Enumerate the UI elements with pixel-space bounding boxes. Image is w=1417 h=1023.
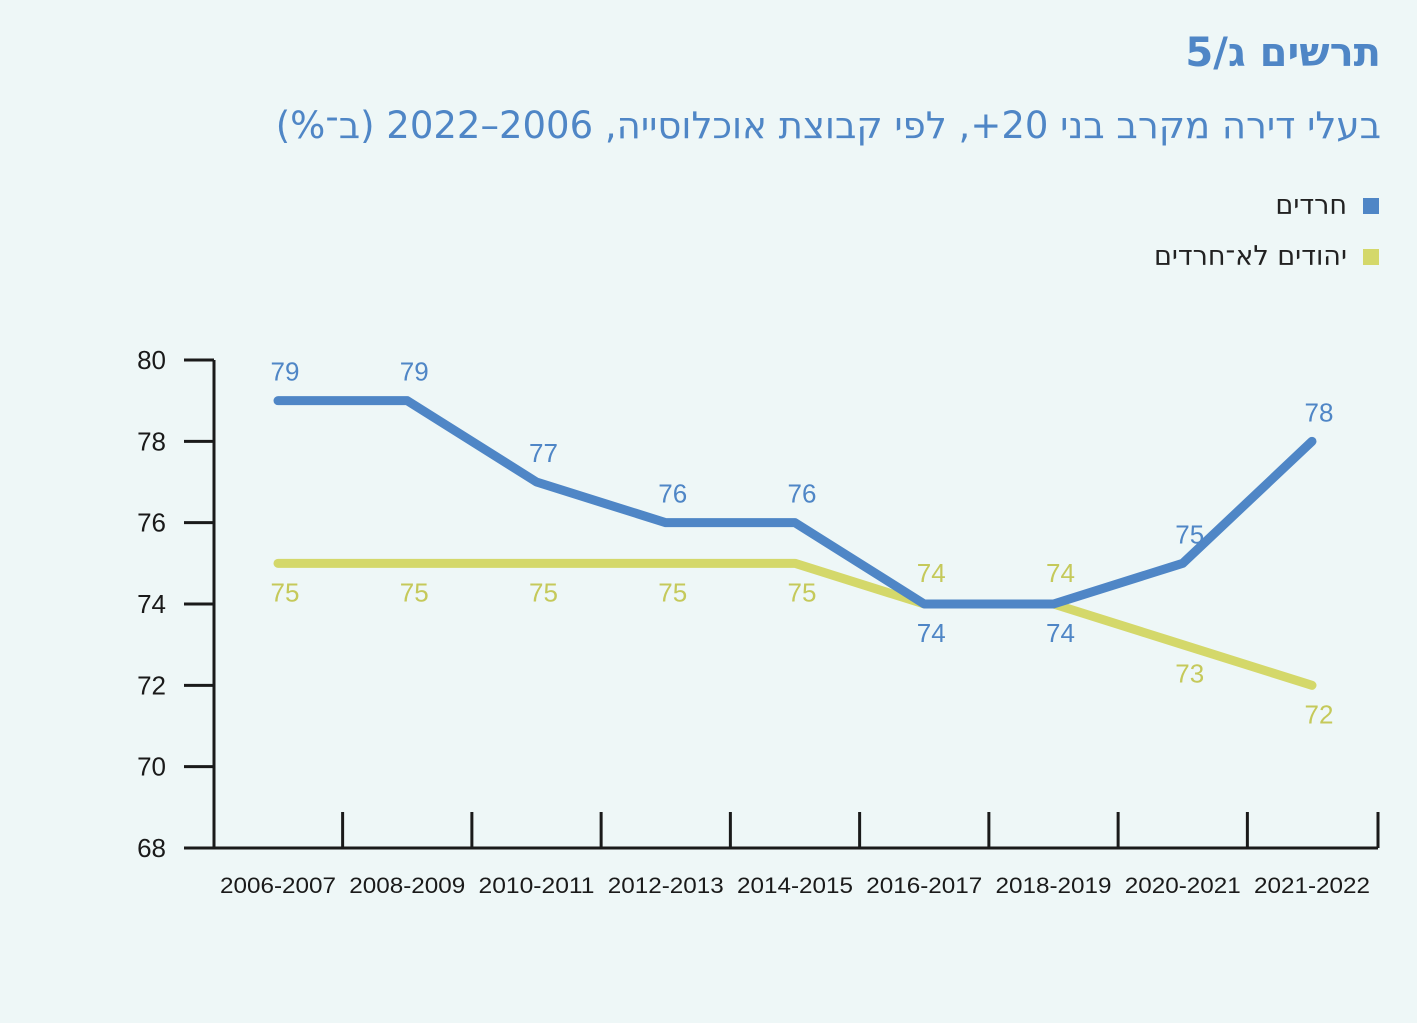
legend-swatch-haredim xyxy=(1363,197,1379,214)
legend-label-haredim: חרדים xyxy=(1275,190,1347,221)
legend-item-non-haredi-jews: יהודים לא־חרדים xyxy=(1154,241,1379,272)
y-tick-label-76: 76 xyxy=(137,508,166,538)
x-tick-label-2008-2009: 2008-2009 xyxy=(349,873,465,898)
x-tick-label-2012-2013: 2012-2013 xyxy=(608,873,724,898)
data-label-haredim-2018-2019: 74 xyxy=(1046,618,1075,648)
x-tick-label-2018-2019: 2018-2019 xyxy=(996,873,1112,898)
figure-label: תרשים ג/5 xyxy=(1185,30,1381,76)
data-label-haredim-2016-2017: 74 xyxy=(917,618,946,648)
x-tick-label-2014-2015: 2014-2015 xyxy=(737,873,853,898)
x-tick-label-2020-2021: 2020-2021 xyxy=(1125,873,1241,898)
data-label-non-haredi-jews-2008-2009: 75 xyxy=(400,577,429,607)
x-tick-label-2010-2011: 2010-2011 xyxy=(479,873,595,898)
x-tick-label-2016-2017: 2016-2017 xyxy=(866,873,982,898)
y-tick-label-70: 70 xyxy=(137,752,166,782)
data-label-haredim-2021-2022: 78 xyxy=(1305,397,1334,427)
x-tick-label-2021-2022: 2021-2022 xyxy=(1254,873,1370,898)
data-label-non-haredi-jews-2006-2007: 75 xyxy=(271,577,300,607)
data-label-haredim-2014-2015: 76 xyxy=(788,479,817,509)
legend-swatch-non-haredi-jews xyxy=(1363,248,1379,265)
legend-label-non-haredi-jews: יהודים לא־חרדים xyxy=(1153,241,1347,272)
data-label-non-haredi-jews-2018-2019: 74 xyxy=(1046,558,1075,588)
data-label-non-haredi-jews-2010-2011: 75 xyxy=(529,577,558,607)
data-label-haredim-2010-2011: 77 xyxy=(529,438,558,468)
y-tick-label-72: 72 xyxy=(137,670,166,700)
data-label-non-haredi-jews-2021-2022: 72 xyxy=(1305,699,1334,729)
series-line-haredim xyxy=(273,396,1317,609)
data-label-non-haredi-jews-2016-2017: 74 xyxy=(917,558,946,588)
x-tick-label-2006-2007: 2006-2007 xyxy=(220,873,336,898)
series-line-non-haredi-jews xyxy=(273,558,1317,690)
data-label-non-haredi-jews-2020-2021: 73 xyxy=(1175,659,1204,689)
data-label-haredim-2020-2021: 75 xyxy=(1175,519,1204,549)
data-label-haredim-2012-2013: 76 xyxy=(658,479,687,509)
data-label-haredim-2008-2009: 79 xyxy=(400,357,429,387)
chart-title: בעלי דירה מקרב בני 20+, לפי קבוצת אוכלוס… xyxy=(275,104,1381,147)
legend-item-haredim: חרדים xyxy=(1275,190,1379,221)
data-label-non-haredi-jews-2012-2013: 75 xyxy=(658,577,687,607)
data-label-non-haredi-jews-2014-2015: 75 xyxy=(788,577,817,607)
y-tick-label-68: 68 xyxy=(137,833,166,863)
data-label-haredim-2006-2007: 79 xyxy=(271,357,300,387)
y-tick-label-74: 74 xyxy=(137,589,166,619)
y-tick-label-78: 78 xyxy=(137,426,166,456)
y-tick-label-80: 80 xyxy=(137,345,166,375)
